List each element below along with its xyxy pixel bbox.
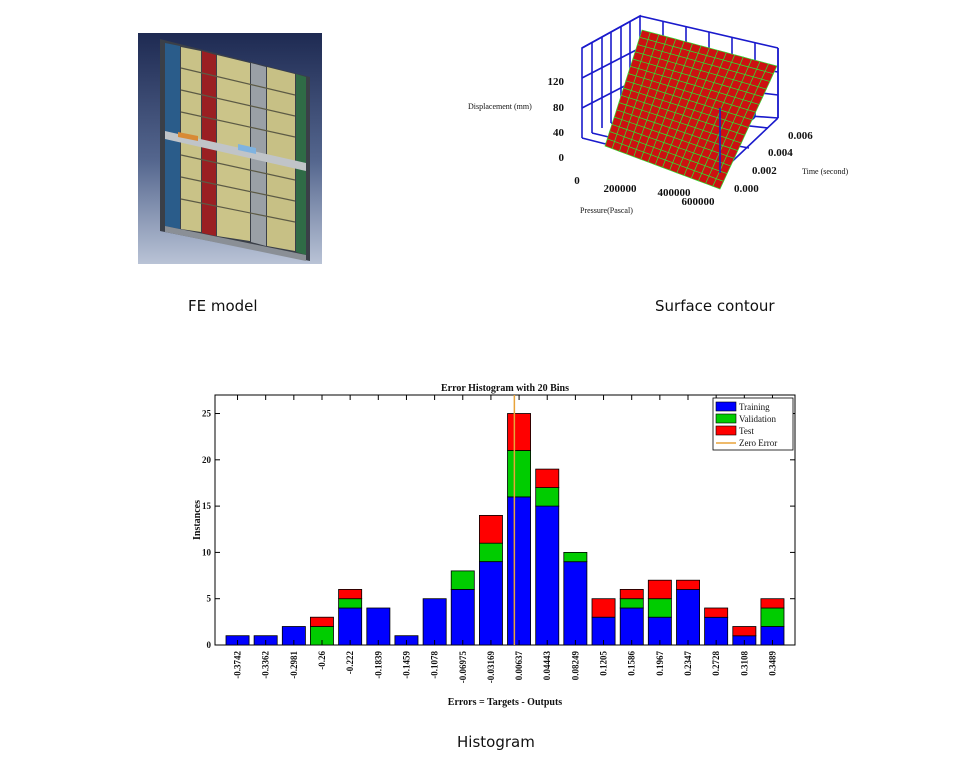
surface-z-tick: 80 [553,102,565,114]
chart-title: Error Histogram with 20 Bins [441,383,569,394]
x-tick-label: -0.1078 [430,651,440,679]
y-tick-label: 10 [202,547,212,557]
bar-validation [647,598,672,618]
x-tick-label: 0.1586 [627,651,637,676]
x-tick-label: 0.2728 [711,651,721,676]
bar-test [704,607,729,618]
y-tick-label: 25 [202,409,212,419]
bar-validation [450,570,475,590]
x-tick-label: -0.1839 [373,651,383,679]
legend-swatch [715,401,737,412]
bar-test [507,413,532,451]
legend-label: Training [739,402,770,412]
x-tick-label: 0.04443 [542,651,552,681]
x-axis: -0.3742 -0.3362 -0.2981 -0.26 -0.222 -0.1839 -… [233,395,778,683]
bar-training [676,588,701,646]
caption-histogram: Histogram [457,733,535,751]
surface-x-tick: 600000 [682,196,716,208]
surface-z-label: Displacement (mm) [468,102,532,111]
caption-fe-model: FE model [188,297,258,315]
x-tick-label: -0.1459 [402,651,412,679]
bars-group [225,413,785,646]
bar-test [760,598,785,609]
plot-area [214,394,796,646]
y-tick-label: 15 [202,501,212,511]
x-tick-label: 0.3489 [768,651,778,676]
legend-label: Validation [739,414,776,424]
surface-plot-canvas: 120 80 40 0 0 200000 400000 600000 0.000… [468,14,848,215]
x-tick-label: -0.3742 [233,651,243,679]
bar-validation [619,598,644,609]
legend: Training Validation Test Zero Error [712,397,794,451]
bar-validation [535,487,560,507]
x-tick-label: 0.08249 [570,651,580,681]
surface-y-label: Time (second) [802,167,848,176]
bar-test [591,598,616,618]
x-tick-label: -0.06975 [458,651,468,684]
y-axis-label: Instances [192,500,203,540]
surface-y-tick: 0.000 [734,183,759,195]
bar-validation [507,450,532,498]
bar-validation [760,607,785,627]
bar-training [366,607,391,646]
surface-y-tick: 0.002 [752,165,777,177]
y-axis: 0 5 10 15 20 25 [202,409,795,650]
bar-test [535,468,560,488]
legend-swatch [715,413,737,424]
fe-model-image [138,33,322,264]
legend-swatch [715,425,737,436]
x-axis-label: Errors = Targets - Outputs [448,697,563,708]
surface-z-tick: 40 [553,127,565,139]
bar-training [338,607,363,646]
x-tick-label: 0.2347 [683,651,693,676]
x-tick-label: -0.222 [345,651,355,675]
surface-cell [764,63,778,75]
surface-mesh [604,29,778,190]
x-tick-label: 0.00637 [514,651,524,681]
bar-test [732,626,757,637]
surface-y-tick: 0.004 [768,147,793,159]
surface-z-tick: 0 [559,152,565,164]
bar-validation [478,542,503,563]
fe-model-render-icon [138,33,322,264]
surface-x-tick: 200000 [604,183,638,195]
surface-x-tick: 400000 [658,187,692,199]
surface-z-tick: 120 [548,76,565,88]
bar-test [647,579,672,600]
bar-training [563,561,588,646]
bar-test [338,588,363,600]
bar-training [478,561,503,646]
y-tick-label: 0 [207,640,212,650]
x-tick-label: 0.1967 [655,651,665,676]
x-tick-label: 0.3108 [739,651,749,676]
bar-validation [338,598,363,609]
legend-label: Test [739,426,754,436]
legend-label: Zero Error [739,438,777,448]
bar-test [619,588,644,600]
x-tick-label: 0.1205 [599,651,609,676]
x-tick-label: -0.2981 [289,651,299,679]
bar-training [535,505,560,646]
y-tick-label: 5 [207,594,212,604]
surface-y-tick: 0.006 [788,130,813,142]
x-tick-label: -0.3362 [261,651,271,679]
bar-validation [563,551,588,563]
x-tick-label: -0.03169 [486,651,496,684]
bar-training [450,588,475,646]
surface-x-tick: 0 [574,175,580,187]
bar-training [507,496,532,646]
x-tick-label: -0.26 [317,651,327,670]
histogram-canvas: Error Histogram with 20 Bins 0510152025 … [192,383,796,708]
bar-test [309,616,334,627]
surface-contour-plot: 120 80 40 0 0 200000 400000 600000 0.000… [462,8,872,230]
error-histogram: Error Histogram with 20 Bins 0 5 10 15 20 25 … [180,378,800,714]
bar-training [422,598,447,646]
bar-test [478,514,503,544]
surface-x-label: Pressure(Pascal) [580,206,633,215]
bar-training [619,607,644,646]
caption-surface-contour: Surface contour [655,297,775,315]
bar-test [676,579,701,590]
y-tick-label: 20 [202,455,212,465]
